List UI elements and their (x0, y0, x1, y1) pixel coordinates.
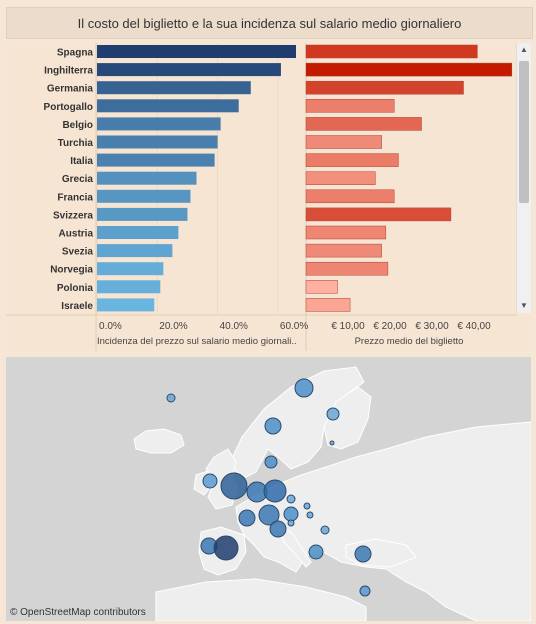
bubble-greece[interactable] (309, 545, 323, 559)
bubble-denmark[interactable] (265, 418, 281, 434)
x-tick-label: 60.0% (280, 321, 308, 332)
price-bar[interactable] (306, 81, 464, 94)
bubble-serbia[interactable] (321, 526, 329, 534)
scroll-down-arrow-icon[interactable]: ▼ (517, 299, 531, 313)
category-label: Belgio (62, 120, 93, 131)
bubble-norway[interactable] (295, 379, 313, 397)
bubble-spain[interactable] (214, 536, 238, 560)
bubble-austria[interactable] (284, 507, 298, 521)
category-label: Israele (61, 301, 93, 312)
category-label: Inghilterra (44, 66, 93, 77)
bubble-england[interactable] (221, 473, 247, 499)
title-text: Il costo del biglietto e la sua incidenz… (78, 16, 462, 31)
bubble-italy[interactable] (270, 521, 286, 537)
x-axis-title-incidence: Incidenza del prezzo sul salario medio g… (97, 336, 297, 347)
incidence-bar[interactable] (97, 226, 178, 239)
price-bar[interactable] (306, 45, 477, 58)
incidence-bar[interactable] (97, 262, 163, 275)
price-bar[interactable] (306, 262, 388, 275)
scroll-thumb[interactable] (519, 61, 529, 203)
incidence-bar[interactable] (97, 190, 190, 203)
bubble-slovenia[interactable] (288, 520, 294, 526)
bar-charts: Spagna Inghilterra Germania Portogallo Belgi… (6, 43, 531, 351)
incidence-bar[interactable] (97, 208, 187, 221)
incidence-bar[interactable] (97, 99, 239, 112)
x-tick-label: 20.0% (159, 321, 187, 332)
category-label: Portogallo (44, 102, 93, 113)
x-tick-label: € 10,00 (331, 321, 365, 332)
category-label: Germania (47, 84, 94, 95)
bubble-baltic[interactable] (330, 441, 334, 445)
price-bar[interactable] (306, 244, 382, 257)
category-label: Austria (59, 229, 94, 240)
category-label: Francia (57, 192, 93, 203)
map-attribution: © OpenStreetMap contributors (10, 607, 146, 618)
incidence-bar[interactable] (97, 244, 172, 257)
scroll-up-arrow-icon[interactable]: ▲ (517, 43, 531, 57)
price-bar[interactable] (306, 172, 375, 185)
chart-scrollbar[interactable]: ▲ ▼ (516, 43, 531, 313)
price-bar[interactable] (306, 117, 422, 130)
bubble-hungary[interactable] (307, 512, 313, 518)
incidence-bar[interactable] (97, 81, 251, 94)
category-label: Grecia (62, 174, 94, 185)
category-label: Turchia (58, 138, 94, 149)
price-bar[interactable] (306, 99, 394, 112)
incidence-bar[interactable] (97, 45, 296, 58)
price-bar[interactable] (306, 280, 338, 293)
x-tick-label: € 30,00 (415, 321, 449, 332)
incidence-bar[interactable] (97, 117, 221, 130)
bubble-france[interactable] (239, 510, 255, 526)
category-label: Polonia (57, 283, 94, 294)
category-label: Svezia (62, 247, 94, 258)
dashboard-title: Il costo del biglietto e la sua incidenz… (6, 7, 533, 39)
bubble-germany[interactable] (264, 480, 286, 502)
europe-map[interactable]: © OpenStreetMap contributors (6, 357, 531, 621)
bar-charts-panel: Spagna Inghilterra Germania Portogallo Belgi… (6, 43, 531, 351)
category-label: Italia (70, 156, 93, 167)
map-svg[interactable] (6, 357, 531, 621)
incidence-bar[interactable] (97, 298, 154, 311)
price-bar[interactable] (306, 154, 398, 167)
x-axis-title-price: Prezzo medio del biglietto (355, 336, 464, 347)
incidence-bar[interactable] (97, 63, 281, 76)
category-label: Norvegia (50, 265, 93, 276)
bubble-sweden[interactable] (327, 408, 339, 420)
incidence-bar[interactable] (97, 136, 218, 149)
price-bar[interactable] (306, 298, 350, 311)
price-bar[interactable] (306, 226, 386, 239)
bubble-slovakia[interactable] (304, 503, 310, 509)
incidence-bar[interactable] (97, 280, 160, 293)
x-tick-label: 40.0% (220, 321, 248, 332)
bubble-poland-north[interactable] (265, 456, 277, 468)
incidence-bar[interactable] (97, 154, 215, 167)
price-bar[interactable] (306, 63, 512, 76)
bubble-czechia[interactable] (287, 495, 295, 503)
price-bar[interactable] (306, 208, 451, 221)
price-bar[interactable] (306, 136, 382, 149)
bubble-turkey[interactable] (355, 546, 371, 562)
x-tick-label: 0.0% (99, 321, 122, 332)
category-label: Spagna (57, 48, 94, 59)
x-tick-label: € 40,00 (457, 321, 491, 332)
bubble-israel[interactable] (360, 586, 370, 596)
bubble-ireland[interactable] (203, 474, 217, 488)
bubble-iceland[interactable] (167, 394, 175, 402)
incidence-bar[interactable] (97, 172, 197, 185)
x-tick-label: € 20,00 (373, 321, 407, 332)
price-bar[interactable] (306, 190, 394, 203)
category-label: Svizzera (53, 210, 93, 221)
